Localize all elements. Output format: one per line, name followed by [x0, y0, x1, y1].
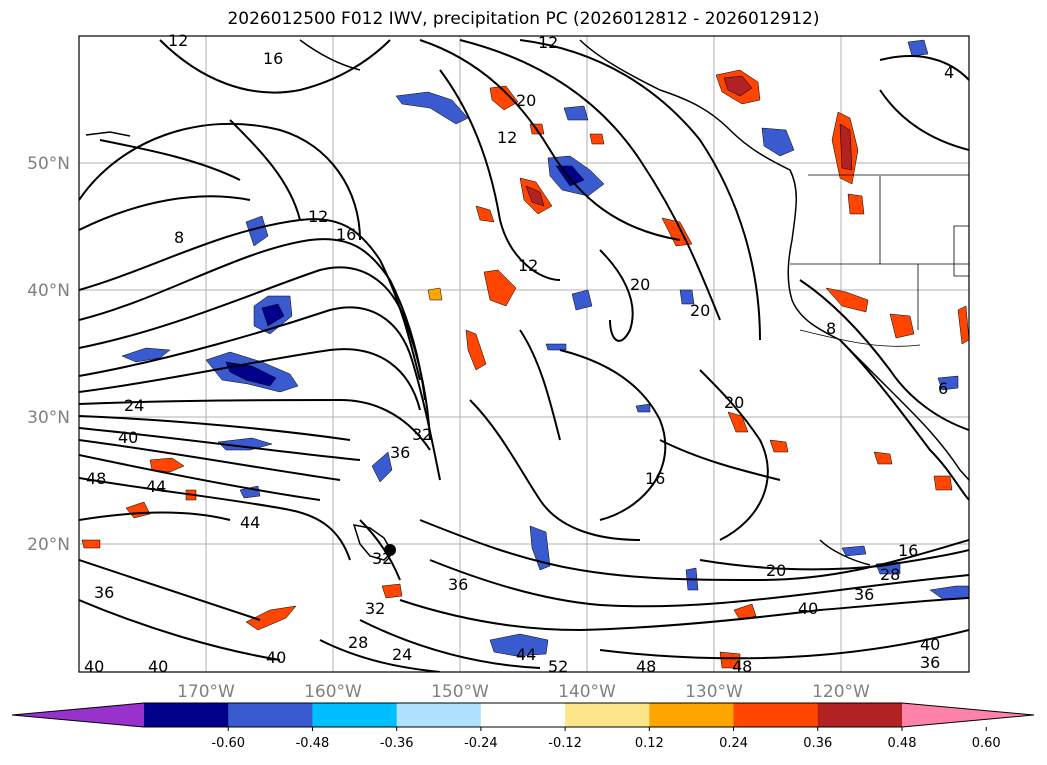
contour-label: 20 — [766, 561, 786, 580]
contour-label: 52 — [548, 657, 568, 676]
contour-label: 20 — [724, 393, 744, 412]
colorbar-extend-low — [12, 703, 144, 727]
precip-positive-areas — [81, 69, 969, 669]
colorbar-swatch — [228, 703, 313, 727]
longitude-labels: 170°W 160°W 150°W 140°W 130°W 120°W — [177, 682, 870, 702]
colorbar-swatch — [144, 703, 229, 727]
contour-labels: 12 16 12 20 12 12 16 8 12 20 20 24 40 48… — [84, 31, 954, 676]
contour-label: 40 — [148, 657, 168, 676]
colorbar-tick-label: -0.12 — [548, 736, 582, 751]
contour-label: 28 — [348, 633, 368, 652]
lon-label: 150°W — [431, 682, 489, 702]
colorbar-swatch — [312, 703, 398, 727]
contour-label: 24 — [392, 645, 412, 664]
contour-label: 36 — [854, 585, 874, 604]
contour-label: 40 — [266, 648, 286, 667]
lon-label: 170°W — [177, 682, 235, 702]
contour-label: 32 — [372, 549, 392, 568]
graticule — [79, 36, 969, 672]
contour-label: 12 — [497, 128, 517, 147]
contour-label: 12 — [168, 31, 188, 50]
contour-label: 28 — [880, 565, 900, 584]
contour-label: 40 — [118, 428, 138, 447]
lon-label: 160°W — [304, 682, 362, 702]
contour-label: 16 — [263, 49, 283, 68]
colorbar-tick-label: -0.48 — [296, 736, 330, 751]
borders — [790, 174, 969, 347]
contour-label: 36 — [390, 443, 410, 462]
contour-label: 20 — [516, 91, 536, 110]
colorbar-swatch — [480, 703, 566, 727]
colorbar-tick-label: -0.60 — [211, 736, 245, 751]
contour-label: 44 — [146, 477, 166, 496]
contour-label: 32 — [365, 599, 385, 618]
colorbar: -0.60 -0.48 -0.36 -0.24 -0.12 0.12 0.24 0.36 0.4… — [11, 702, 1035, 751]
contour-label: 40 — [798, 599, 818, 618]
colorbar-tick-label: 0.60 — [972, 736, 1001, 751]
contour-label: 48 — [86, 469, 106, 488]
contour-label: 44 — [240, 513, 260, 532]
contour-label: 20 — [630, 275, 650, 294]
contour-label: 48 — [636, 657, 656, 676]
contour-label: 24 — [124, 396, 144, 415]
iwv-contours — [79, 39, 969, 672]
colorbar-extend-high — [902, 703, 1034, 727]
lon-label: 140°W — [558, 682, 616, 702]
contour-label: 32 — [412, 425, 432, 444]
contour-label: 16 — [645, 469, 665, 488]
contour-label: 6 — [938, 379, 948, 398]
lat-label: 40°N — [27, 281, 70, 301]
contour-label: 40 — [84, 657, 104, 676]
contour-label: 8 — [174, 228, 184, 247]
colorbar-swatch — [565, 703, 650, 727]
colorbar-tick-label: -0.24 — [464, 736, 498, 751]
lat-label: 20°N — [27, 535, 70, 555]
contour-label: 12 — [538, 33, 558, 52]
latitude-labels: 50°N 40°N 30°N 20°N — [27, 154, 70, 555]
hawaii-island-marker — [384, 544, 396, 556]
precip-negative-areas — [121, 39, 969, 657]
colorbar-outline — [11, 702, 1035, 728]
contour-label: 16 — [336, 225, 356, 244]
contour-label: 44 — [516, 645, 536, 664]
contour-label: 36 — [448, 575, 468, 594]
colorbar-tick-label: 0.48 — [888, 736, 917, 751]
map-title: 2026012500 F012 IWV, precipitation PC (2… — [227, 9, 820, 29]
map-frame — [78, 35, 970, 673]
lon-label: 120°W — [812, 682, 870, 702]
lat-label: 30°N — [27, 408, 70, 428]
colorbar-swatch — [817, 703, 903, 727]
coastlines — [85, 39, 969, 566]
colorbar-tick-label: 0.24 — [719, 736, 748, 751]
colorbar-swatch — [733, 703, 819, 727]
contour-label: 8 — [826, 319, 836, 338]
lat-label: 50°N — [27, 154, 70, 174]
contour-label: 4 — [944, 63, 954, 82]
lon-label: 130°W — [685, 682, 743, 702]
colorbar-swatch — [649, 703, 735, 727]
contour-label: 12 — [518, 256, 538, 275]
contour-label: 48 — [732, 657, 752, 676]
contour-label: 36 — [920, 653, 940, 672]
contour-label: 36 — [94, 583, 114, 602]
colorbar-tick-label: 0.36 — [803, 736, 832, 751]
contour-label: 16 — [898, 541, 918, 560]
colorbar-tick-label: -0.36 — [380, 736, 414, 751]
colorbar-tick-label: 0.12 — [635, 736, 664, 751]
contour-label: 12 — [308, 207, 328, 226]
contour-label: 20 — [690, 301, 710, 320]
colorbar-swatch — [396, 703, 482, 727]
contour-label: 40 — [920, 635, 940, 654]
